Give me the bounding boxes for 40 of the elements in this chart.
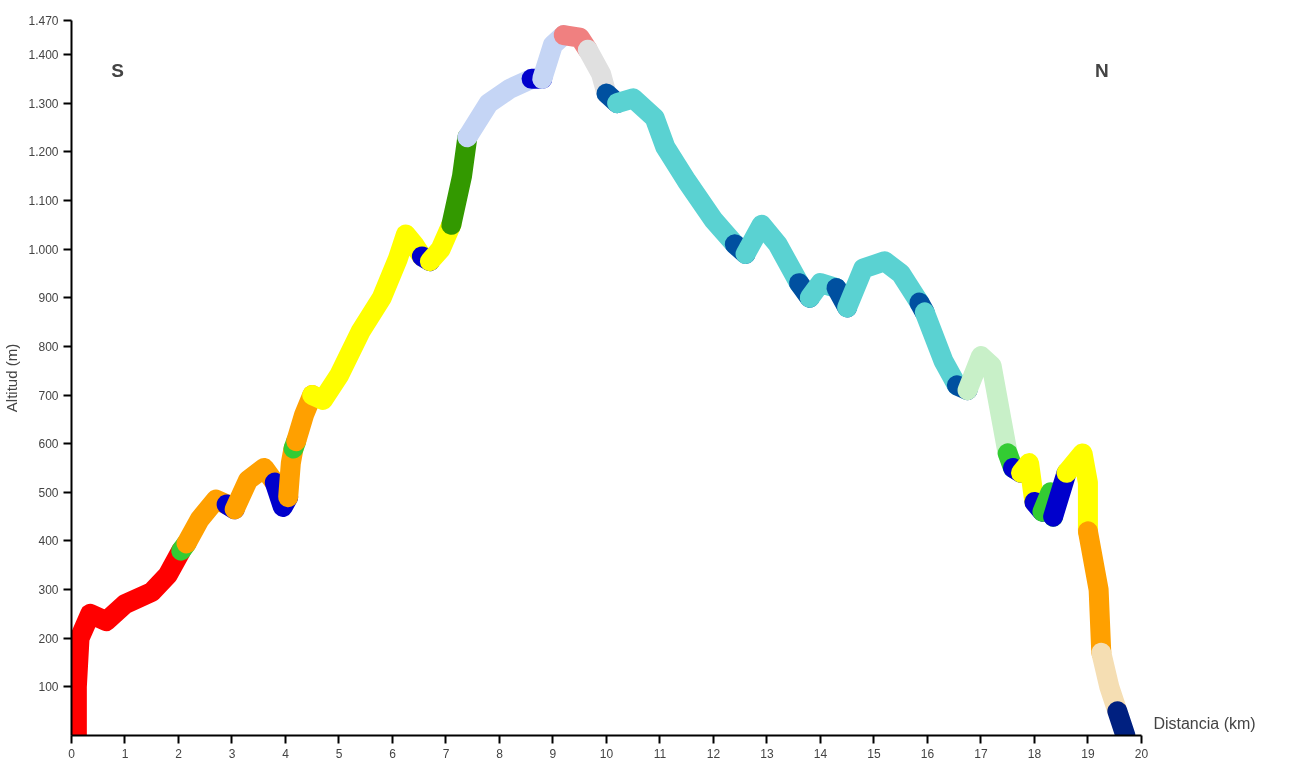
x-tick-label: 16 <box>920 746 935 761</box>
y-tick-label: 100 <box>38 680 59 695</box>
x-tick-label: 12 <box>706 746 721 761</box>
y-tick-label: 1.300 <box>28 96 59 111</box>
x-tick-label: 4 <box>282 746 290 761</box>
annotation: S <box>111 60 124 82</box>
x-tick-label: 7 <box>442 746 450 761</box>
y-tick-label: 1.400 <box>28 48 59 63</box>
x-tick-label: 11 <box>653 746 667 761</box>
x-tick-label: 3 <box>228 746 236 761</box>
x-tick-label: 8 <box>496 746 504 761</box>
y-tick-label: 200 <box>38 631 59 646</box>
x-tick-label: 6 <box>389 746 397 761</box>
x-tick-label: 17 <box>974 746 988 761</box>
annotation: N <box>1094 60 1109 82</box>
x-tick-label: 10 <box>599 746 614 761</box>
x-tick-label: 9 <box>549 746 557 761</box>
x-tick-label: 0 <box>68 746 76 761</box>
x-tick-label: 15 <box>867 746 881 761</box>
y-axis-title: Altitud (m) <box>3 343 21 413</box>
x-tick-label: 19 <box>1081 746 1095 761</box>
x-tick-label: 5 <box>335 746 343 761</box>
x-axis-title: Distancia (km) <box>1153 714 1256 732</box>
x-tick-label: 14 <box>813 746 828 761</box>
y-tick-label: 800 <box>38 339 59 354</box>
y-tick-label: 1.000 <box>28 242 59 257</box>
y-tick-label: 1.200 <box>28 145 59 160</box>
y-tick-label: 900 <box>38 291 59 306</box>
y-tick-label: 400 <box>38 534 59 549</box>
y-tick-label: 500 <box>38 485 59 500</box>
y-tick-label: 300 <box>38 583 59 598</box>
x-tick-label: 2 <box>175 746 183 761</box>
x-tick-label: 18 <box>1027 746 1042 761</box>
y-tick-label: 1.100 <box>28 193 59 208</box>
x-tick-label: 13 <box>760 746 774 761</box>
y-tick-label: 600 <box>38 437 59 452</box>
y-tick-label: 700 <box>38 388 59 403</box>
x-tick-label: 20 <box>1134 746 1149 761</box>
x-tick-label: 1 <box>121 746 129 761</box>
y-tick-label: 1.470 <box>28 14 59 28</box>
